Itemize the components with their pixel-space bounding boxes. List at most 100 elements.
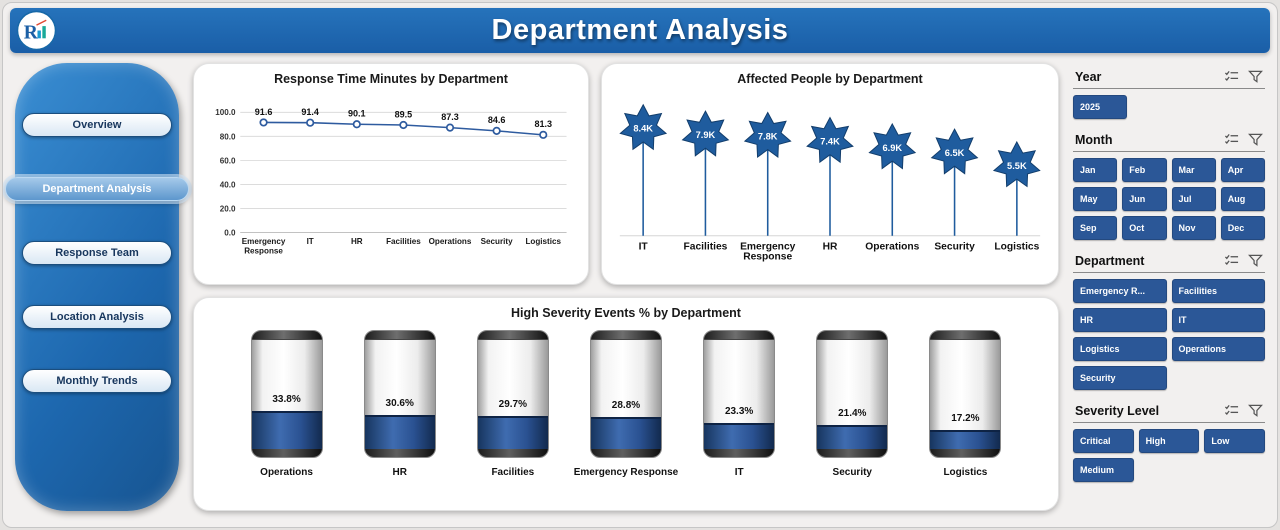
sidebar-item-department-analysis[interactable]: Department Analysis (5, 177, 189, 201)
svg-text:IT: IT (307, 237, 314, 246)
cylinder-bottom-cap (364, 449, 435, 457)
filter-option-high[interactable]: High (1138, 429, 1200, 453)
filter-title-year: Year (1075, 69, 1102, 84)
filter-option-operations[interactable]: Operations (1171, 337, 1265, 361)
cylinder-bottom-cap (704, 449, 775, 457)
filter-option-logistics[interactable]: Logistics (1073, 337, 1167, 361)
svg-text:IT: IT (639, 241, 649, 252)
filter-option-dec[interactable]: Dec (1220, 216, 1265, 240)
cylinder-value-label: 17.2% (951, 413, 980, 424)
filter-option-apr[interactable]: Apr (1220, 158, 1265, 182)
filter-option-emergency-r[interactable]: Emergency R... (1073, 279, 1167, 303)
svg-text:7.4K: 7.4K (820, 136, 840, 146)
svg-text:5.5K: 5.5K (1007, 161, 1027, 171)
cylinder-security: 21.4% Security (796, 330, 909, 478)
svg-text:6.9K: 6.9K (882, 143, 902, 153)
filter-option-hr[interactable]: HR (1073, 308, 1167, 332)
filter-option-nov[interactable]: Nov (1171, 216, 1216, 240)
chart-title-response-time: Response Time Minutes by Department (274, 72, 508, 86)
cylinder-bottom-cap (477, 449, 548, 457)
filter-option-medium[interactable]: Medium (1073, 458, 1134, 482)
cylinder-facilities: 29.7% Facilities (456, 330, 569, 478)
filter-option-critical[interactable]: Critical (1073, 429, 1134, 453)
filter-options-month: Jan Feb Mar Apr May Jun Jul Aug Sep Oct Nov Dec (1073, 158, 1265, 240)
sidebar-item-overview[interactable]: Overview (22, 113, 172, 137)
svg-text:Operations: Operations (865, 241, 919, 252)
filter-icon[interactable] (1248, 69, 1263, 84)
filter-icon[interactable] (1248, 253, 1263, 268)
filter-option-2025[interactable]: 2025 (1073, 95, 1127, 119)
cylinder-logistics: 17.2% Logistics (909, 330, 1022, 478)
filter-option-feb[interactable]: Feb (1122, 158, 1167, 182)
filter-option-may[interactable]: May (1073, 187, 1118, 211)
cylinder-hr: 30.6% HR (343, 330, 456, 478)
cylinder-value-label: 30.6% (385, 398, 414, 409)
svg-text:R: R (24, 22, 39, 43)
filter-option-aug[interactable]: Aug (1220, 187, 1265, 211)
filter-option-security[interactable]: Security (1073, 366, 1167, 390)
svg-text:89.5: 89.5 (395, 109, 413, 119)
cylinder-fill (477, 416, 548, 449)
svg-text:60.0: 60.0 (220, 156, 236, 165)
svg-text:Security: Security (481, 237, 513, 246)
cylinder-fill (704, 423, 775, 449)
filter-option-oct[interactable]: Oct (1122, 216, 1167, 240)
cylinder-fill (364, 415, 435, 449)
filter-option-low[interactable]: Low (1204, 429, 1265, 453)
cylinder-top-cap (704, 331, 775, 340)
svg-text:81.3: 81.3 (534, 119, 552, 129)
select-all-icon[interactable] (1224, 69, 1239, 84)
filter-section-month: Month Jan Feb Mar Apr May Jun Jul Aug Sep Oct Nov De… (1073, 130, 1265, 240)
filter-icon[interactable] (1248, 132, 1263, 147)
svg-text:90.1: 90.1 (348, 109, 366, 119)
line-chart-svg: 100.0 80.0 60.0 40.0 20.0 0.0 91.6 Emergency Res… (215, 107, 567, 256)
cylinder-fill (590, 417, 661, 449)
filter-option-jan[interactable]: Jan (1073, 158, 1118, 182)
filter-option-jul[interactable]: Jul (1171, 187, 1216, 211)
svg-text:8.4K: 8.4K (633, 124, 653, 134)
cylinder-top-cap (477, 331, 548, 340)
cylinder-value-label: 29.7% (498, 399, 528, 410)
select-all-icon[interactable] (1224, 403, 1239, 418)
select-all-icon[interactable] (1224, 132, 1239, 147)
filter-title-severity: Severity Level (1075, 403, 1160, 418)
filter-icon[interactable] (1248, 403, 1263, 418)
card-high-severity: High Severity Events % by Department 33.… (193, 297, 1059, 511)
cylinder-value-label: 28.8% (611, 400, 641, 411)
cylinder-bottom-cap (930, 449, 1001, 457)
svg-text:Operations: Operations (429, 237, 472, 246)
cylinder-top-cap (364, 331, 435, 340)
sidebar-item-response-team[interactable]: Response Team (22, 241, 172, 265)
svg-text:0.0: 0.0 (224, 228, 236, 237)
line-chart: 100.0 80.0 60.0 40.0 20.0 0.0 91.6 Emergency Res… (204, 86, 578, 278)
filter-section-department: Department Emergency R... Facilities HR IT Lo… (1073, 251, 1265, 390)
cylinder-operations: 33.8% Operations (230, 330, 343, 478)
sidebar-item-monthly-trends[interactable]: Monthly Trends (22, 369, 172, 393)
cylinder-top-cap (590, 331, 661, 340)
svg-text:Facilities: Facilities (683, 241, 727, 252)
select-all-icon[interactable] (1224, 253, 1239, 268)
cylinder-fill (930, 430, 1001, 449)
filter-header-icons (1224, 132, 1263, 147)
svg-text:Security: Security (934, 241, 975, 252)
filter-option-jun[interactable]: Jun (1122, 187, 1167, 211)
filter-header-icons (1224, 403, 1263, 418)
filter-option-mar[interactable]: Mar (1171, 158, 1216, 182)
cylinder-top-cap (251, 331, 322, 340)
cylinder-gauge: 28.8% (589, 330, 662, 458)
cylinder-bottom-cap (817, 449, 888, 457)
filter-option-facilities[interactable]: Facilities (1171, 279, 1265, 303)
cylinder-gauge: 33.8% (250, 330, 323, 458)
cylinder-value-label: 21.4% (838, 408, 867, 419)
cylinder-bottom-cap (590, 449, 661, 457)
cylinder-value-label: 23.3% (724, 406, 754, 417)
svg-text:91.6: 91.6 (255, 107, 273, 117)
sidebar-item-location-analysis[interactable]: Location Analysis (22, 305, 172, 329)
svg-text:7.8K: 7.8K (758, 131, 778, 141)
filter-option-it[interactable]: IT (1171, 308, 1265, 332)
main-area: Response Time Minutes by Department 100.… (193, 63, 1059, 523)
cylinder-top-cap (817, 331, 888, 340)
filter-header-icons (1224, 253, 1263, 268)
filter-option-sep[interactable]: Sep (1073, 216, 1118, 240)
